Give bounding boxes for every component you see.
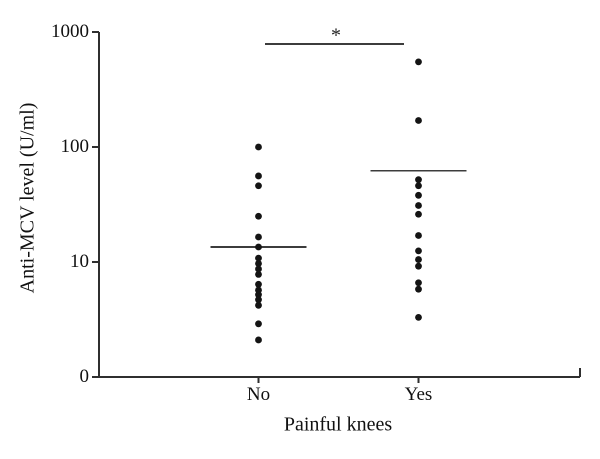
data-dot-no (255, 212, 262, 220)
data-dot-no (255, 320, 262, 328)
data-dot-yes (415, 256, 422, 263)
data-dot-no (255, 172, 262, 180)
data-dot-yes (415, 58, 422, 66)
data-dot-yes (415, 247, 422, 255)
data-dot-no (255, 271, 262, 278)
y-tick-label: 1000 (51, 21, 89, 42)
data-dot-yes (415, 285, 422, 293)
x-axis-title: Painful knees (283, 413, 393, 436)
data-dot-yes (415, 202, 422, 209)
data-dot-no (255, 233, 262, 241)
data-dot-yes (415, 191, 422, 199)
data-dot-yes (415, 262, 422, 270)
data-dot-yes (415, 117, 422, 124)
data-dot-yes (415, 279, 422, 287)
data-dot-yes (415, 210, 422, 218)
x-category-label-yes: Yes (404, 384, 433, 405)
data-dot-no (255, 254, 262, 262)
data-dot-yes (415, 176, 422, 184)
y-tick-label: 10 (70, 251, 89, 272)
data-dot-no (255, 243, 262, 251)
data-dot-yes (415, 182, 422, 190)
data-dot-no (255, 296, 262, 304)
x-category-label-no: No (246, 384, 271, 405)
data-dot-no (255, 336, 262, 344)
data-dot-no (255, 143, 262, 151)
data-dot-yes (415, 232, 422, 239)
data-dot-no (255, 182, 262, 190)
data-dot-no (255, 260, 262, 267)
data-dot-no (255, 265, 262, 273)
data-dot-no (255, 280, 262, 288)
significance-asterisk: * (331, 24, 341, 47)
data-dot-no (255, 291, 262, 299)
y-tick-label: 100 (60, 136, 90, 157)
y-tick-label: 0 (79, 366, 90, 387)
data-dot-no (255, 301, 262, 309)
data-dot-yes (415, 313, 422, 321)
